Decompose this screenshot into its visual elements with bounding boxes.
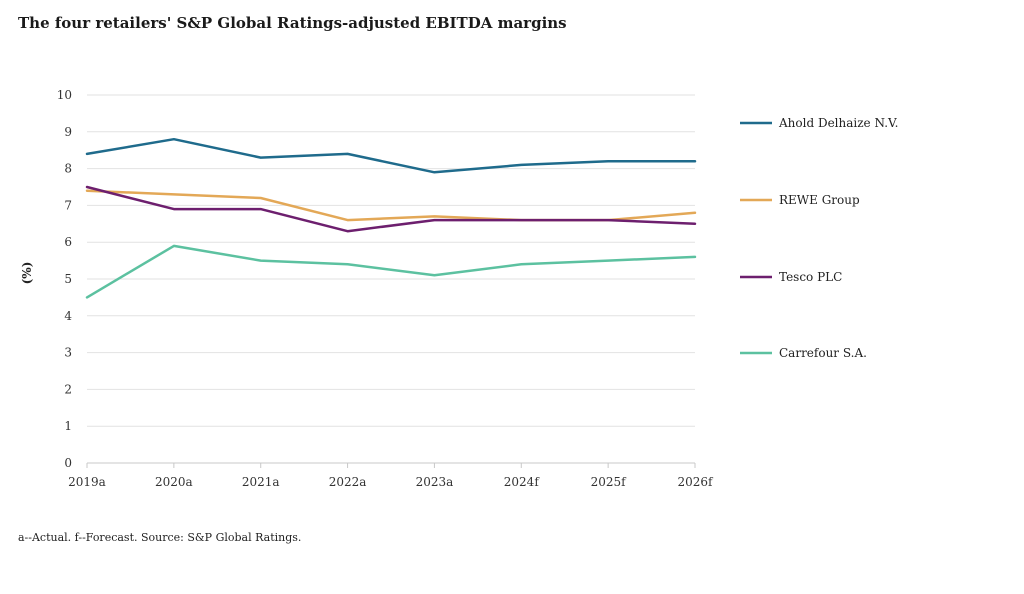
axes: 0 1 2 3 4 5 6 7 8 9 10 2019a 2020a 2021a 2022a 2023a 202… (57, 88, 714, 489)
chart-footnote: a--Actual. f--Forecast. Source: S&P Glob… (18, 531, 302, 544)
y-tick-label: 6 (64, 235, 72, 249)
x-tick-label: 2020a (155, 475, 193, 489)
y-tick-label: 5 (64, 272, 72, 286)
y-tick-label: 8 (64, 162, 72, 176)
x-tick-label: 2021a (242, 475, 280, 489)
y-tick-label: 0 (64, 456, 72, 470)
y-axis-label: (%) (20, 262, 34, 285)
legend-label: Carrefour S.A. (779, 346, 867, 360)
legend-label: Tesco PLC (779, 270, 842, 284)
legend-label: REWE Group (779, 193, 860, 207)
x-tick-label: 2022a (329, 475, 367, 489)
x-tick-label: 2026f (678, 475, 715, 489)
chart-title: The four retailers' S&P Global Ratings-a… (18, 14, 567, 32)
series-line-tesco-plc (85, 185, 697, 233)
y-tick-label: 3 (64, 346, 72, 360)
series-line-carrefour-s-a (85, 244, 697, 299)
y-tick-label: 2 (64, 382, 72, 396)
y-tick-label: 7 (64, 198, 72, 212)
x-tick-label: 2019a (68, 475, 106, 489)
y-tick-label: 10 (57, 88, 72, 102)
x-tick-label: 2023a (416, 475, 454, 489)
y-tick-label: 1 (64, 419, 72, 433)
series-lines (85, 137, 697, 299)
legend: Ahold Delhaize N.V. REWE Group Tesco PLC Ca… (740, 116, 898, 360)
x-tick-label: 2025f (591, 475, 628, 489)
x-tick-label: 2024f (504, 475, 541, 489)
gridlines (87, 94, 695, 427)
y-tick-label: 9 (64, 125, 72, 139)
y-tick-label: 4 (64, 309, 72, 323)
legend-label: Ahold Delhaize N.V. (778, 116, 898, 130)
series-line-ahold-delhaize-n-v (85, 137, 697, 174)
